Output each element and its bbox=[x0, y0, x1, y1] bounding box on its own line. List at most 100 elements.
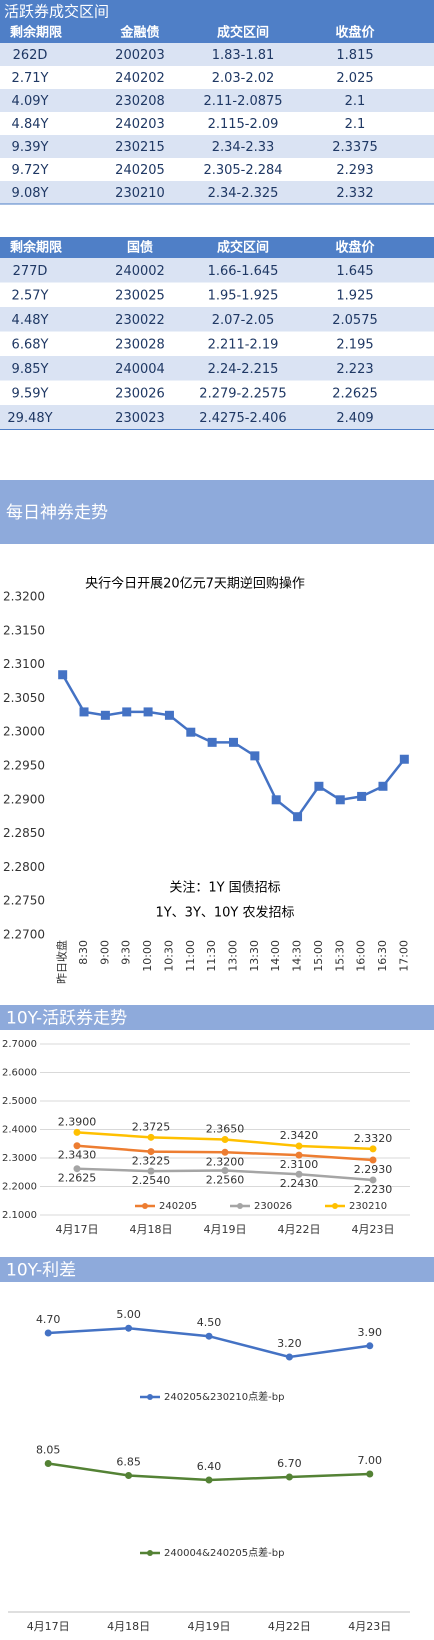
table-cell: 230210 bbox=[115, 186, 165, 201]
table-cell: 240004 bbox=[115, 362, 165, 377]
series-line bbox=[48, 1326, 370, 1359]
legend-marker bbox=[147, 1394, 153, 1400]
table-row bbox=[0, 43, 434, 66]
table-cell: 2.0575 bbox=[332, 313, 378, 328]
x-tick-label: 4月22日 bbox=[268, 1620, 311, 1633]
table-cell: 2.71Y bbox=[12, 71, 49, 86]
table-cell: 230025 bbox=[115, 288, 165, 303]
table-cell: 1.95-1.925 bbox=[208, 288, 279, 303]
table-cell: 200203 bbox=[115, 48, 165, 63]
legend-label: 240205 bbox=[159, 1201, 197, 1212]
column-header: 成交区间 bbox=[217, 240, 269, 256]
x-tick-label: 11:30 bbox=[205, 940, 218, 972]
table-cell: 2.409 bbox=[336, 411, 373, 426]
data-label: 2.2430 bbox=[280, 1177, 319, 1190]
x-tick-label: 4月18日 bbox=[107, 1620, 150, 1633]
y-tick-label: 2.4000 bbox=[2, 1125, 37, 1136]
data-label: 2.2625 bbox=[58, 1172, 97, 1185]
x-tick-label: 10:30 bbox=[162, 940, 175, 972]
data-label: 4.70 bbox=[36, 1313, 61, 1326]
table-cell: 2.34-2.33 bbox=[212, 140, 275, 155]
marker bbox=[73, 1128, 81, 1136]
table-cell: 2.025 bbox=[336, 71, 373, 86]
marker bbox=[221, 1167, 229, 1175]
marker bbox=[293, 812, 303, 822]
column-header: 成交区间 bbox=[217, 25, 269, 41]
table-cell: 230208 bbox=[115, 94, 165, 109]
y-tick-label: 2.2750 bbox=[3, 894, 45, 908]
data-label: 2.2560 bbox=[206, 1174, 245, 1187]
table-cell: 4.09Y bbox=[12, 94, 49, 109]
marker bbox=[229, 737, 238, 747]
table-cell: 2.07-2.05 bbox=[212, 313, 275, 328]
data-label: 3.20 bbox=[277, 1337, 302, 1350]
y-tick-label: 2.2800 bbox=[3, 860, 45, 874]
table-cell: 230022 bbox=[115, 313, 165, 328]
x-tick-label: 4月22日 bbox=[278, 1223, 321, 1236]
y-tick-label: 2.1000 bbox=[2, 1210, 37, 1221]
data-label: 2.3650 bbox=[206, 1122, 245, 1135]
data-label: 3.90 bbox=[358, 1326, 383, 1339]
data-label: 2.3320 bbox=[354, 1132, 393, 1145]
marker bbox=[164, 710, 174, 720]
data-label: 2.2230 bbox=[354, 1183, 393, 1196]
table-cell: 2.03-2.02 bbox=[212, 71, 275, 86]
marker bbox=[295, 1170, 303, 1178]
marker bbox=[143, 707, 153, 717]
table-cell: 2.279-2.2575 bbox=[199, 386, 286, 401]
table-row bbox=[0, 356, 434, 381]
table-cell: 230023 bbox=[115, 411, 165, 426]
x-tick-label: 13:00 bbox=[227, 940, 240, 972]
marker bbox=[357, 791, 367, 801]
marker bbox=[285, 1353, 293, 1361]
table-cell: 9.08Y bbox=[12, 186, 49, 201]
data-label: 2.3100 bbox=[280, 1158, 319, 1171]
legend-label: 240205&230210点差-bp bbox=[164, 1390, 284, 1403]
x-tick-label: 9:00 bbox=[98, 940, 111, 965]
y-tick-label: 2.7000 bbox=[2, 1039, 37, 1050]
table-cell: 6.68Y bbox=[12, 337, 49, 352]
table-cell: 230028 bbox=[115, 337, 165, 352]
x-tick-label: 9:30 bbox=[120, 940, 133, 965]
marker bbox=[186, 727, 196, 737]
section-bar bbox=[0, 1005, 434, 1030]
marker bbox=[285, 1473, 293, 1481]
annotation: 1Y、3Y、10Y 农发招标 bbox=[155, 905, 294, 921]
table-row bbox=[0, 135, 434, 158]
table-cell: 2.57Y bbox=[12, 288, 49, 303]
table-cell: 2.211-2.19 bbox=[208, 337, 279, 352]
legend-label: 240004&240205点差-bp bbox=[164, 1546, 284, 1559]
y-tick-label: 2.3000 bbox=[2, 1153, 37, 1164]
y-tick-label: 2.2900 bbox=[3, 792, 45, 806]
legend-label: 230026 bbox=[254, 1201, 292, 1212]
x-tick-label: 4月19日 bbox=[204, 1223, 247, 1236]
marker bbox=[314, 781, 324, 791]
marker bbox=[73, 1165, 81, 1173]
x-tick-label: 10:00 bbox=[141, 940, 154, 972]
table-cell: 9.59Y bbox=[12, 386, 49, 401]
table-row bbox=[0, 112, 434, 135]
table-cell: 262D bbox=[13, 48, 48, 63]
table-cell: 9.72Y bbox=[12, 163, 49, 178]
table-cell: 2.293 bbox=[336, 163, 373, 178]
marker bbox=[366, 1470, 374, 1478]
x-tick-label: 17:00 bbox=[397, 940, 410, 972]
data-label: 2.3430 bbox=[58, 1149, 97, 1162]
section-title: 10Y-活跃券走势 bbox=[6, 1009, 127, 1029]
data-label: 6.70 bbox=[277, 1457, 302, 1470]
table-cell: 2.223 bbox=[336, 362, 373, 377]
data-label: 2.3725 bbox=[132, 1120, 171, 1133]
table-row bbox=[0, 258, 434, 283]
marker bbox=[100, 710, 110, 720]
table-cell: 1.83-1.81 bbox=[212, 48, 275, 63]
section-title: 10Y-利差 bbox=[6, 1261, 76, 1281]
x-tick-label: 16:00 bbox=[355, 940, 368, 972]
table-cell: 4.48Y bbox=[12, 313, 49, 328]
table-row bbox=[0, 405, 434, 430]
marker bbox=[378, 781, 388, 791]
marker bbox=[205, 1332, 213, 1340]
marker bbox=[205, 1476, 213, 1484]
marker bbox=[58, 670, 68, 680]
legend-marker bbox=[332, 1203, 338, 1209]
legend-marker bbox=[142, 1203, 148, 1209]
